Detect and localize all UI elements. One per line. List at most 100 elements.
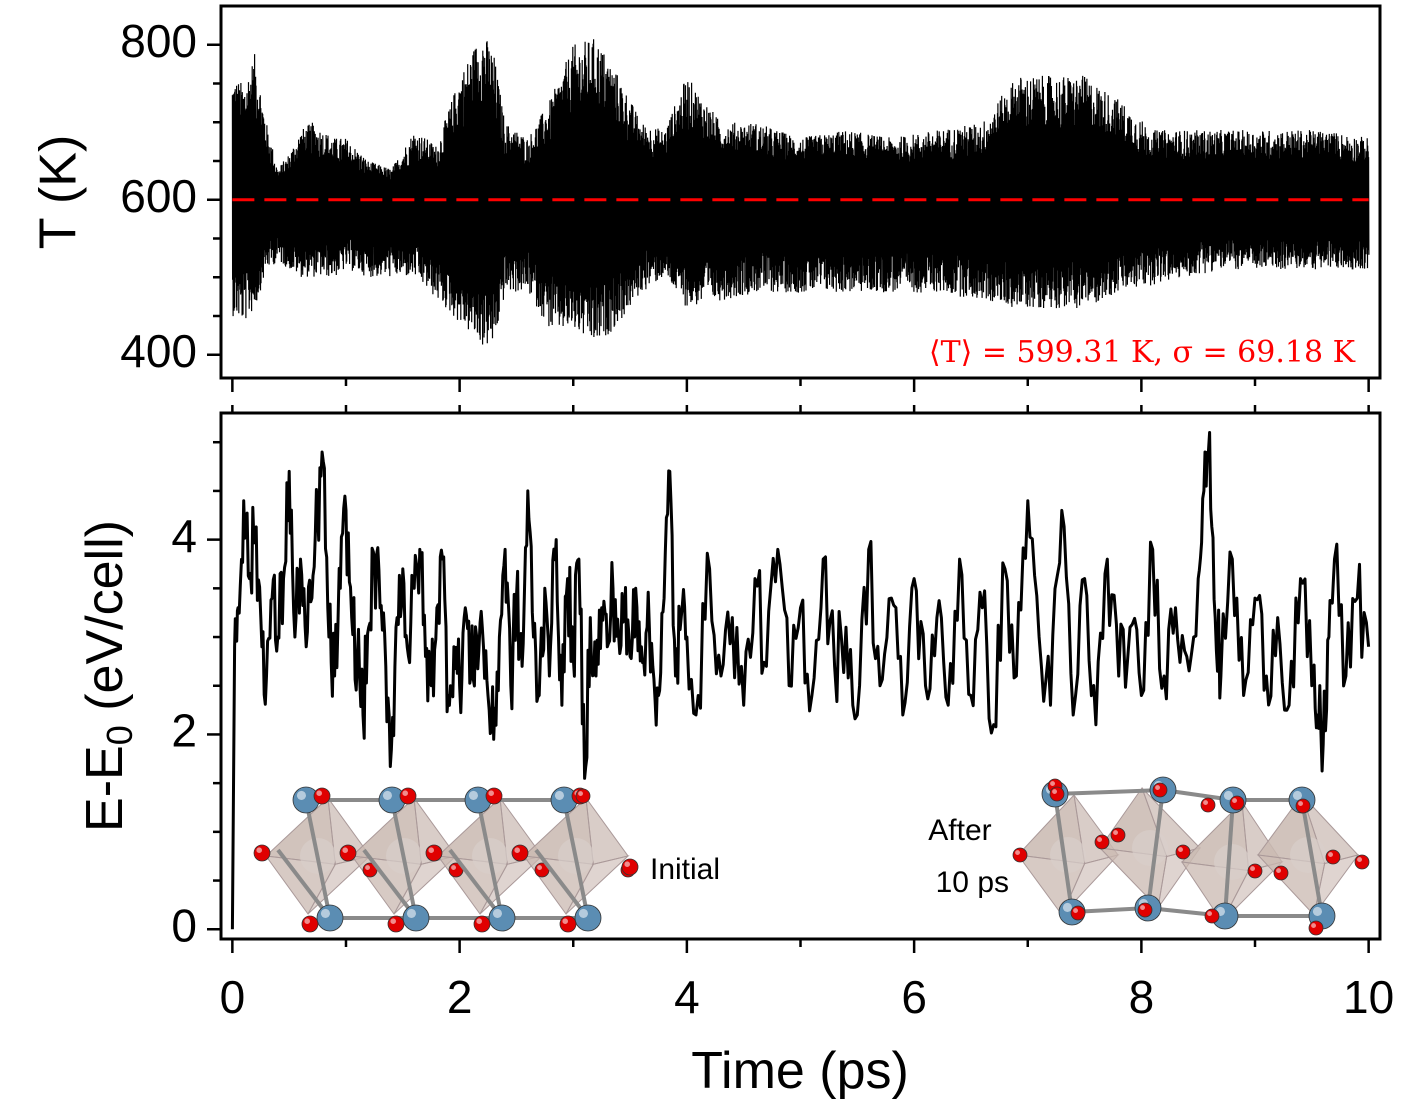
oxygen-atom (473, 915, 491, 933)
bond (534, 848, 590, 920)
oxygen-atom-highlight (1052, 789, 1058, 794)
oxygen-atom-highlight (488, 790, 495, 796)
a-site-atom-highlight (1312, 906, 1322, 916)
a-site-atom-highlight (296, 790, 307, 800)
oxygen-atom-highlight (1207, 911, 1213, 916)
final-label-line-2: 10 ps (936, 866, 1009, 899)
oxygen-atom (253, 844, 271, 862)
octahedron-face (1221, 861, 1284, 923)
oxygen-atom-highlight (1232, 798, 1238, 803)
x-tick-label: 4 (674, 971, 700, 1023)
a-site-atom-highlight (468, 790, 479, 800)
oxygen-atom-highlight (1015, 850, 1020, 855)
x-tick-label: 0 (220, 971, 246, 1023)
b-site-atom (1132, 830, 1168, 866)
oxygen-atom-highlight (390, 918, 397, 924)
a-site-atom (402, 904, 430, 932)
energy-y-ticks: 0 2 4 (171, 440, 221, 951)
bond (1053, 793, 1074, 913)
bond (562, 799, 590, 919)
oxygen-atom-highlight (1276, 868, 1282, 873)
octahedron-face (307, 855, 372, 915)
oxygen-atom (399, 787, 417, 805)
oxygen-atom (1325, 849, 1341, 865)
oxygen-atom (621, 858, 639, 876)
octahedron-face (393, 855, 458, 915)
oxygen-atom-highlight (1097, 837, 1103, 842)
bond (1054, 788, 1164, 796)
oxygen-atom-highlight (1178, 847, 1184, 852)
bond (1146, 789, 1165, 909)
b-site-atom (1050, 837, 1086, 873)
bond (476, 799, 504, 919)
oxygen-atom-highlight (624, 861, 630, 867)
oxygen-atom-highlight (1050, 781, 1056, 786)
oxygen-atom (485, 787, 503, 805)
oxygen-atom-highlight (1203, 800, 1209, 805)
oxygen-atom (1049, 786, 1065, 802)
oxygen-atom (1110, 827, 1126, 843)
a-site-atom-highlight (1292, 790, 1302, 800)
x-tick-label: 6 (901, 971, 927, 1023)
a-site-atom-highlight (492, 908, 503, 918)
oxygen-atom (1295, 798, 1311, 814)
a-site-atom-highlight (554, 790, 564, 800)
b-site-atom (1290, 837, 1326, 873)
bond (1300, 799, 1324, 917)
oxygen-atom-highlight (1113, 830, 1119, 835)
temperature-x-ticks (231, 378, 1370, 392)
oxygen-atom (1137, 902, 1153, 918)
bond (390, 799, 418, 919)
energy-panel: 024 0 2 4 6 8 10 E-E0 (eV/cell) Time (ps) Ini… (76, 405, 1394, 1100)
bond (304, 799, 332, 919)
temperature-y-tick-label: 600 (120, 170, 197, 222)
oxygen-atom-highlight (1140, 905, 1146, 910)
a-site-atom (574, 904, 602, 932)
initial-structure-label: Initial (650, 853, 720, 886)
a-site-atom-highlight (1062, 902, 1072, 912)
energy-y-tick-label: 2 (171, 705, 197, 757)
oxygen-atom (559, 915, 577, 933)
oxygen-atom-highlight (365, 865, 370, 870)
oxygen-atom-highlight (428, 847, 435, 853)
a-site-atom-highlight (578, 908, 588, 918)
temperature-stats-annotation: ⟨T⟩ = 599.31 K, σ = 69.18 K (929, 335, 1356, 370)
energy-trace (230, 431, 1371, 930)
oxygen-atom (1012, 847, 1028, 863)
oxygen-atom (425, 844, 443, 862)
oxygen-atom-highlight (578, 791, 583, 796)
x-tick-label: 10 (1343, 971, 1394, 1023)
oxygen-atom (1070, 905, 1086, 921)
energy-y-tick-label: 0 (171, 899, 197, 951)
bond (448, 848, 504, 920)
oxygen-atom (1200, 797, 1216, 813)
temperature-y-ticks: 400 600 800 (120, 15, 221, 377)
oxygen-atom (1094, 834, 1110, 850)
oxygen-atom-highlight (514, 847, 520, 853)
temperature-plot-area (231, 39, 1370, 345)
a-site-atom-highlight (1223, 790, 1233, 800)
oxygen-atom (1204, 908, 1220, 924)
oxygen-atom-highlight (562, 918, 568, 924)
bond (1223, 799, 1235, 917)
oxygen-atom-highlight (1357, 857, 1363, 862)
temperature-y-tick-label: 400 (120, 325, 197, 377)
ylabel-post: (eV/cell) (76, 520, 134, 725)
oxygen-atom-highlight (1155, 785, 1161, 790)
a-site-atom-highlight (382, 790, 393, 800)
oxygen-atom-highlight (1298, 801, 1304, 806)
a-site-atom (488, 904, 516, 932)
oxygen-atom-highlight (1311, 923, 1317, 928)
x-tick-label: 2 (447, 971, 473, 1023)
oxygen-atom (511, 844, 529, 862)
b-site-atom (1214, 844, 1250, 880)
temperature-y-tick-label: 800 (120, 15, 197, 67)
oxygen-atom (313, 787, 331, 805)
ylabel-sub: 0 (99, 725, 140, 745)
oxygen-atom (1229, 795, 1245, 811)
oxygen-atom-highlight (451, 865, 456, 870)
x-axis-title: Time (ps) (691, 1042, 909, 1100)
oxygen-atom (1354, 854, 1370, 870)
oxygen-atom (339, 844, 357, 862)
oxygen-atom (1175, 844, 1191, 860)
